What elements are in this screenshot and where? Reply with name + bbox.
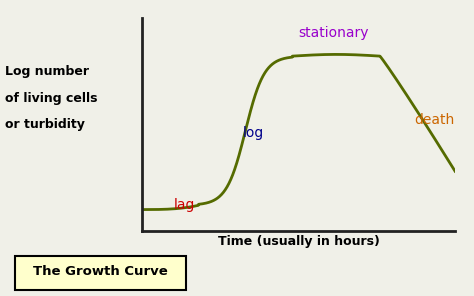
X-axis label: Time (usually in hours): Time (usually in hours) bbox=[218, 235, 380, 248]
Text: or turbidity: or turbidity bbox=[5, 118, 85, 131]
Text: lag: lag bbox=[173, 198, 195, 212]
Text: death: death bbox=[414, 113, 455, 127]
Text: Log number: Log number bbox=[5, 65, 89, 78]
Text: The Growth Curve: The Growth Curve bbox=[33, 265, 168, 278]
Text: of living cells: of living cells bbox=[5, 92, 97, 105]
Text: log: log bbox=[242, 126, 264, 140]
Text: stationary: stationary bbox=[299, 26, 369, 40]
FancyBboxPatch shape bbox=[15, 256, 186, 290]
